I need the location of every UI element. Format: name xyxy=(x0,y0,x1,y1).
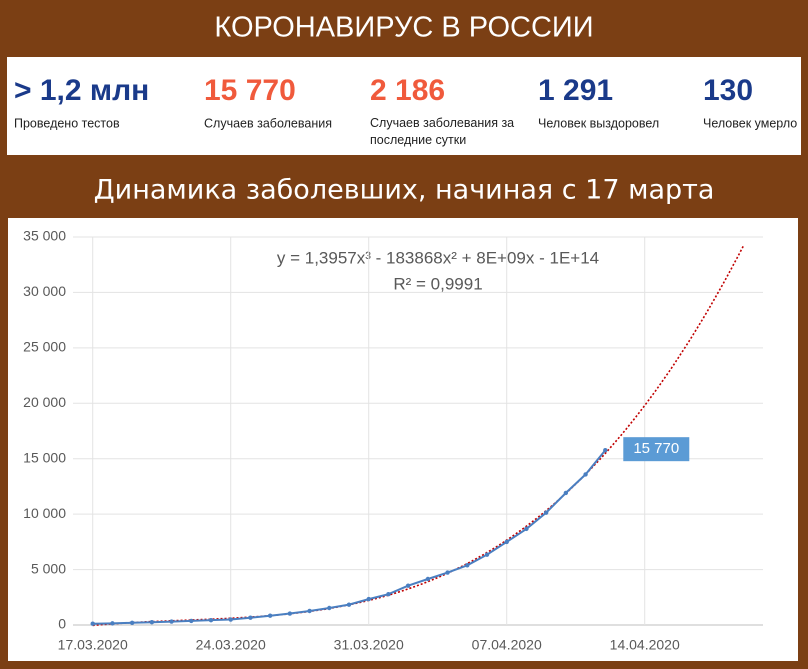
data-point xyxy=(563,490,569,496)
x-tick-label: 31.03.2020 xyxy=(334,637,404,653)
stat-value: 130 xyxy=(703,74,753,107)
data-point xyxy=(327,605,332,611)
data-point xyxy=(307,608,312,614)
data-point xyxy=(228,617,233,622)
data-point xyxy=(110,621,115,626)
stat-value: 1 291 xyxy=(538,74,613,107)
data-point xyxy=(524,526,529,532)
data-point xyxy=(189,618,194,624)
x-tick-label: 17.03.2020 xyxy=(58,637,128,653)
stat-label: Проведено тестов xyxy=(14,116,120,130)
stat-value: 2 186 xyxy=(370,74,445,107)
y-tick-label: 30 000 xyxy=(23,283,66,299)
data-point xyxy=(603,447,608,453)
data-point xyxy=(583,472,588,477)
stat-value: 15 770 xyxy=(204,74,296,107)
x-tick-label: 24.03.2020 xyxy=(196,637,266,653)
trend-r2: R² = 0,9991 xyxy=(393,274,482,293)
data-point xyxy=(543,510,549,515)
chart-title: Динамика заболевших, начиная с 17 марта xyxy=(94,175,715,206)
page-title: КОРОНАВИРУС В РОССИИ xyxy=(214,12,593,44)
data-point xyxy=(445,570,450,575)
stats-panel xyxy=(7,57,801,155)
stat-label: Человек выздоровел xyxy=(538,116,659,130)
data-label: 15 770 xyxy=(633,440,679,457)
data-point xyxy=(504,539,509,545)
data-label-box xyxy=(623,437,690,462)
data-point xyxy=(366,596,371,602)
y-tick-label: 15 000 xyxy=(23,449,66,465)
data-point xyxy=(346,602,352,607)
y-tick-label: 35 000 xyxy=(23,228,66,244)
data-point xyxy=(90,621,95,626)
y-tick-label: 10 000 xyxy=(23,505,66,521)
stat-label: Случаев заболевания за последние сутки xyxy=(370,116,514,147)
data-point xyxy=(248,615,253,620)
y-tick-label: 5 000 xyxy=(31,560,66,576)
data-point xyxy=(425,576,431,582)
data-point xyxy=(405,583,411,588)
data-point xyxy=(465,563,470,568)
data-point xyxy=(129,620,135,625)
stat-label: Человек умерло xyxy=(703,116,797,130)
data-point xyxy=(484,552,490,557)
stat-value: > 1,2 млн xyxy=(14,74,149,107)
data-point xyxy=(287,611,293,616)
data-point xyxy=(208,617,214,623)
data-point xyxy=(267,613,273,618)
data-point xyxy=(386,592,391,597)
data-point xyxy=(149,619,155,625)
y-tick-label: 25 000 xyxy=(23,339,66,355)
data-point xyxy=(169,619,174,624)
trend-equation: y = 1,3957x³ - 183868x² + 8E+09x - 1E+14 xyxy=(277,248,599,267)
y-tick-label: 0 xyxy=(58,616,66,632)
x-tick-label: 07.04.2020 xyxy=(472,637,542,653)
x-tick-label: 14.04.2020 xyxy=(610,637,680,653)
y-tick-label: 20 000 xyxy=(23,394,66,410)
stat-label: Случаев заболевания xyxy=(204,116,332,130)
